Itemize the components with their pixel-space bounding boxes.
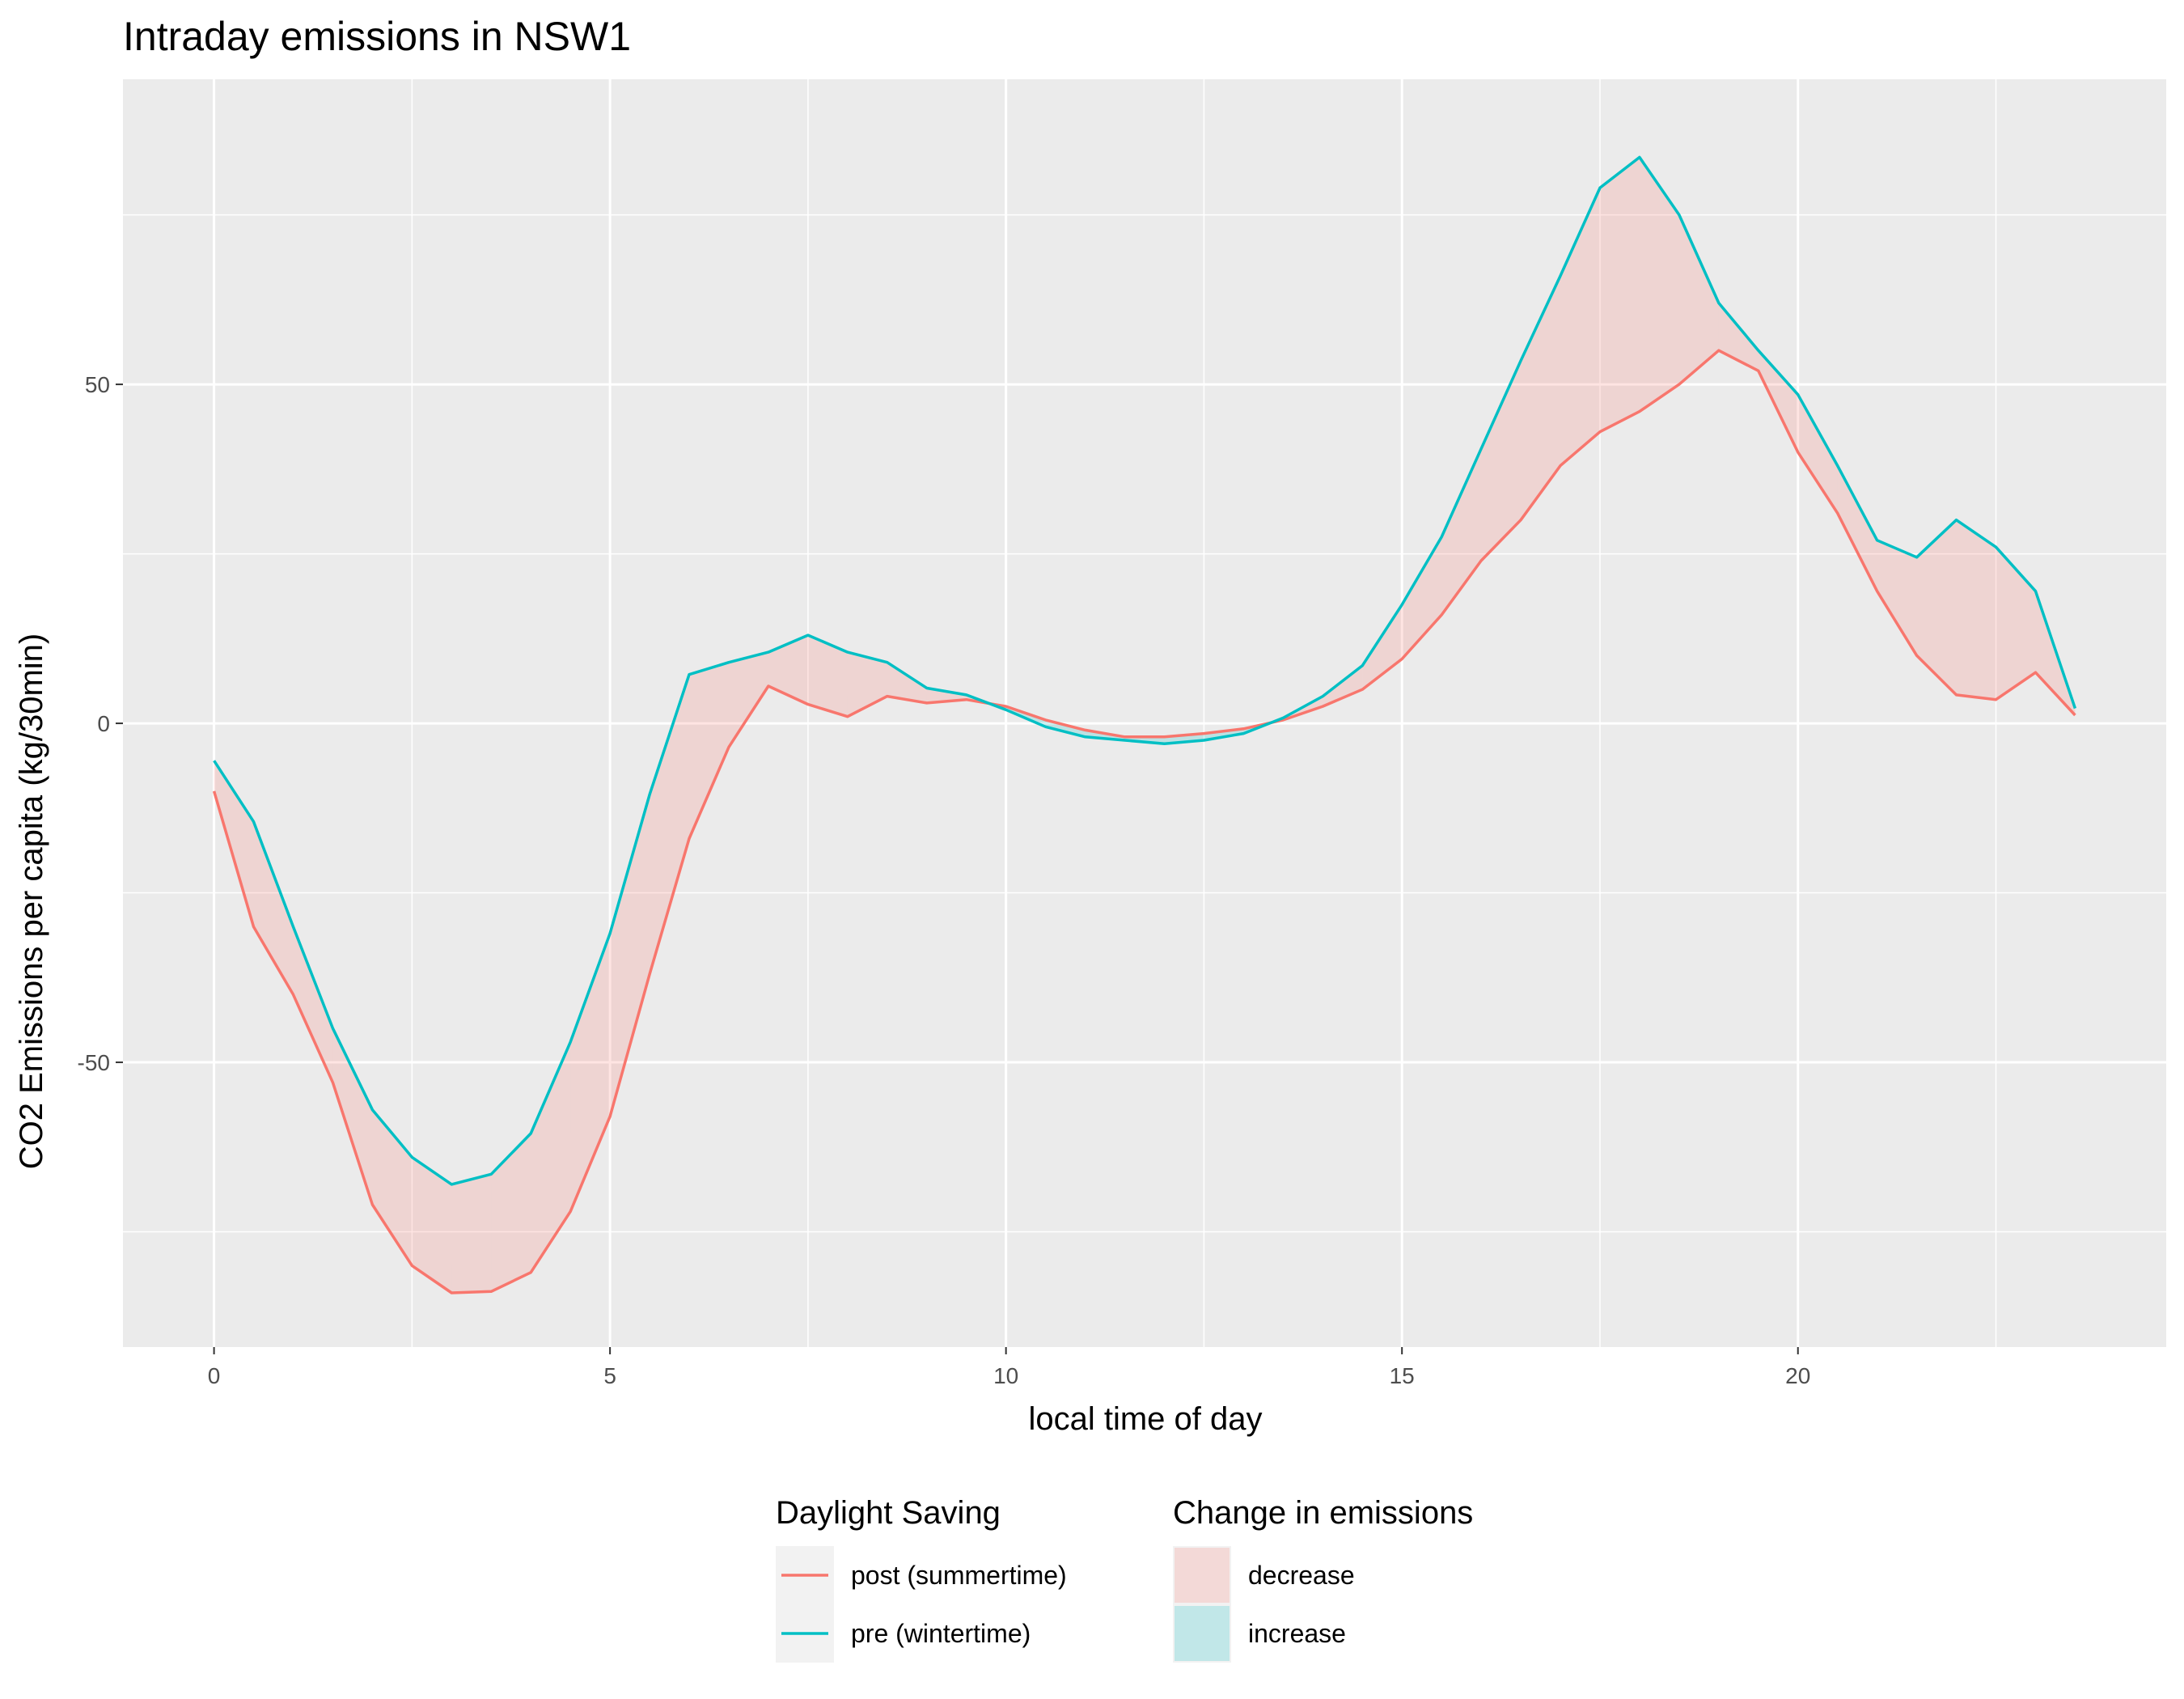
series-line-post xyxy=(212,349,2076,1294)
x-tick-label: 15 xyxy=(1390,1363,1415,1388)
ribbon-segment-decrease xyxy=(531,1041,571,1273)
ribbon-segment-decrease xyxy=(1402,536,1442,659)
legend-label-decrease: decrease xyxy=(1248,1561,1355,1590)
ribbon-segment-decrease xyxy=(372,1109,413,1266)
ribbon-segment-decrease xyxy=(1996,547,2036,700)
x-tick-label: 5 xyxy=(603,1363,616,1388)
ribbon-segment-decrease xyxy=(1362,604,1403,690)
legend-label-increase: increase xyxy=(1248,1619,1346,1648)
legend-title: Change in emissions xyxy=(1173,1495,1473,1531)
ribbon-segment-decrease xyxy=(1599,157,1640,432)
ribbon-segment-decrease xyxy=(293,926,333,1083)
ribbon-segment-decrease xyxy=(650,674,690,975)
ribbon-segment-decrease xyxy=(1758,350,1798,452)
legend-title: Daylight Saving xyxy=(776,1495,1001,1531)
y-axis: -50 0 50 xyxy=(78,372,123,1075)
y-tick-label: 50 xyxy=(85,372,110,397)
ribbon-segment-decrease xyxy=(1718,303,1759,371)
x-axis-title: local time of day xyxy=(1028,1401,1262,1437)
grid-minor xyxy=(123,79,2166,1347)
legend-key-background xyxy=(776,1546,834,1663)
ribbon-segment-decrease xyxy=(887,662,927,703)
ribbon-segment-decrease xyxy=(1678,214,1719,385)
ribbon-segment-decrease xyxy=(412,1157,452,1293)
ribbon-segment-decrease xyxy=(451,1174,492,1293)
y-tick-label: 0 xyxy=(97,711,110,736)
ribbon-segment-decrease xyxy=(728,652,768,748)
ribbon-segment-decrease xyxy=(491,1133,531,1292)
legend-daylight-saving: Daylight Saving post (summertime) pre (w… xyxy=(776,1495,1067,1663)
ribbon-segment-decrease xyxy=(1877,540,1917,656)
ribbon-segment-decrease xyxy=(1837,465,1877,591)
x-tick-label: 10 xyxy=(993,1363,1018,1388)
ribbon-segment-decrease xyxy=(1956,519,1996,700)
legend-change-in-emissions: Change in emissions decrease increase xyxy=(1173,1495,1473,1663)
x-tick-label: 0 xyxy=(208,1363,221,1388)
ribbon-segment-decrease xyxy=(570,933,611,1212)
ribbon-segment-increase xyxy=(1045,719,1086,737)
series-line-pre xyxy=(213,155,2077,1186)
ribbon-segment-decrease xyxy=(1481,360,1522,561)
legend-key-decrease xyxy=(1175,1548,1230,1603)
chart-title: Intraday emissions in NSW1 xyxy=(123,14,631,59)
ribbon-segment-decrease xyxy=(214,761,254,927)
y-axis-title: CO2 Emissions per capita (kg/30min) xyxy=(14,633,49,1169)
ribbon-segment-decrease xyxy=(610,794,650,1117)
x-axis: 0 5 10 15 20 xyxy=(208,1347,1810,1388)
grid-major xyxy=(123,79,2166,1347)
ribbon-segment-decrease xyxy=(1639,157,1679,412)
legend-label-pre: pre (wintertime) xyxy=(851,1619,1031,1648)
ribbon-segment-decrease xyxy=(1916,519,1957,695)
legend-key-increase xyxy=(1175,1606,1230,1661)
ribbon-segment-decrease xyxy=(253,821,294,995)
legend-label-post: post (summertime) xyxy=(851,1561,1067,1590)
ribbon-segment-decrease xyxy=(1521,276,1561,520)
x-tick-label: 20 xyxy=(1785,1363,1810,1388)
legend-key-background xyxy=(1173,1546,1231,1663)
series-lines xyxy=(212,155,2077,1294)
ribbon-segment-decrease xyxy=(1323,665,1363,707)
ribbon-segment-decrease xyxy=(768,635,808,705)
ribbon-segment-decrease xyxy=(689,662,729,839)
plot-panel xyxy=(123,79,2166,1347)
ribbon-segment-decrease xyxy=(332,1028,373,1205)
ribbon-segment-decrease xyxy=(807,635,848,717)
ribbon-segment-decrease xyxy=(1797,394,1838,514)
y-tick-label: -50 xyxy=(78,1050,110,1075)
